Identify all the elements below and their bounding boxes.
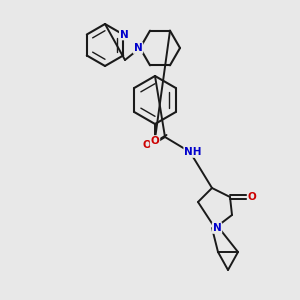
Text: O: O — [151, 136, 159, 146]
Text: N: N — [213, 223, 221, 233]
Text: NH: NH — [184, 147, 202, 157]
Text: O: O — [142, 140, 152, 150]
Text: N: N — [134, 43, 142, 53]
Text: N: N — [120, 29, 129, 40]
Text: O: O — [248, 192, 256, 202]
